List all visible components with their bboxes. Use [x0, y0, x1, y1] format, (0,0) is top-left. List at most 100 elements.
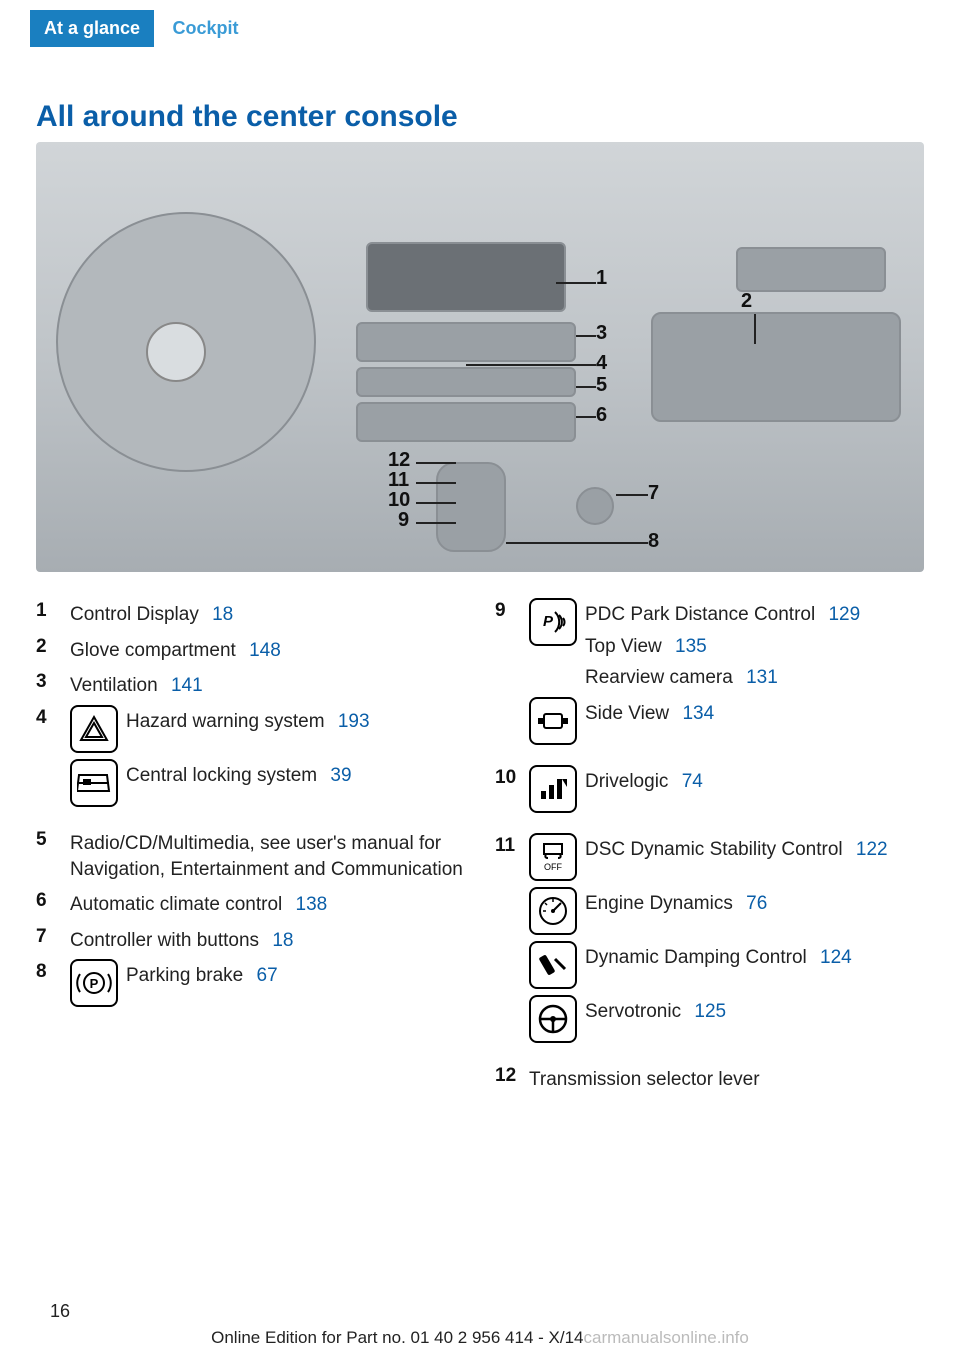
page-ref-link[interactable]: 76 — [746, 893, 767, 914]
legend-text: Control Display 18 — [70, 598, 233, 628]
legend-text: Transmission selector lever — [529, 1063, 760, 1093]
page-ref-link[interactable]: 67 — [257, 965, 278, 986]
damping-control-icon — [529, 941, 577, 989]
page-ref-link[interactable]: 193 — [338, 711, 370, 732]
servotronic-icon — [529, 995, 577, 1043]
page-ref-link[interactable]: 74 — [682, 771, 703, 792]
page-ref-link[interactable]: 122 — [856, 839, 888, 860]
legend-label: Automatic climate control — [70, 894, 282, 915]
callout-12-line — [416, 462, 456, 464]
legend-label: Dynamic Damping Control — [585, 947, 807, 968]
callout-2-line — [754, 314, 756, 344]
legend-label: DSC Dynamic Stability Control — [585, 839, 843, 860]
legend-item-11a: 11 OFF DSC Dynamic Stability Control 122 — [495, 833, 924, 881]
header-bar: At a glance Cockpit — [30, 10, 930, 46]
legend-item-8: 8 P Parking brake 67 — [36, 959, 465, 1007]
legend-label: Servotronic — [585, 1001, 681, 1022]
callout-1-num: 1 — [596, 267, 607, 290]
hazard-warning-icon — [70, 705, 118, 753]
page-ref-link[interactable]: 148 — [249, 640, 281, 661]
legend-num: 8 — [36, 959, 70, 983]
legend-item-4a: 4 Hazard warning system 193 — [36, 705, 465, 753]
callout-10-line — [416, 502, 456, 504]
legend-num: 5 — [36, 827, 70, 851]
callout-9-line — [416, 522, 456, 524]
dsc-off-icon: OFF — [529, 833, 577, 881]
page-ref-link[interactable]: 39 — [330, 765, 351, 786]
legend-label: Drivelogic — [585, 771, 668, 792]
callout-6-line — [576, 416, 596, 418]
legend-label: Parking brake — [126, 965, 243, 986]
svg-text:P: P — [543, 613, 554, 630]
legend-label: Control Display — [70, 604, 199, 625]
legend-num: 1 — [36, 598, 70, 622]
steering-hub-shape — [146, 322, 206, 382]
callout-7-line — [616, 494, 648, 496]
page-ref-link[interactable]: 135 — [675, 636, 707, 657]
legend-label: Glove compartment — [70, 640, 236, 661]
page: At a glance Cockpit All around the cente… — [0, 0, 960, 1362]
callout-3-num: 3 — [596, 322, 607, 345]
watermark-text: carmanualsonline.info — [583, 1328, 748, 1347]
legend-text: Servotronic 125 — [585, 995, 726, 1025]
legend-text: Side View 134 — [585, 697, 714, 727]
parking-brake-icon: P — [70, 959, 118, 1007]
legend-num: 6 — [36, 888, 70, 912]
side-view-icon — [529, 697, 577, 745]
legend-text: Dynamic Damping Control 124 — [585, 941, 852, 971]
page-ref-link[interactable]: 129 — [828, 604, 860, 625]
svg-text:OFF: OFF — [544, 862, 562, 872]
legend-text: Central locking system 39 — [126, 759, 352, 789]
callout-6-num: 6 — [596, 404, 607, 427]
screen-shape — [366, 242, 566, 312]
legend-columns: 1 Control Display 18 2 Glove compartment… — [36, 592, 924, 1282]
legend-num: 12 — [495, 1063, 529, 1087]
legend-item-10: 10 Drivelogic 74 — [495, 765, 924, 813]
legend-num: 10 — [495, 765, 529, 789]
page-number: 16 — [50, 1301, 70, 1322]
legend-label: Top View — [585, 636, 662, 657]
page-title: All around the center console — [36, 100, 924, 134]
page-ref-link[interactable]: 124 — [820, 947, 852, 968]
legend-item-11c: Dynamic Damping Control 124 — [495, 941, 924, 989]
climate-shape — [356, 402, 576, 442]
callout-3-line — [576, 335, 596, 337]
page-ref-link[interactable]: 141 — [171, 675, 203, 696]
legend-label: Transmission selector lever — [529, 1069, 760, 1090]
legend-text: Radio/CD/Multimedia, see user's manual f… — [70, 827, 465, 882]
legend-text: Automatic climate control 138 — [70, 888, 327, 918]
legend-text: Engine Dynamics 76 — [585, 887, 767, 917]
legend-item-4b: Central locking system 39 — [36, 759, 465, 807]
pdc-icon: P — [529, 598, 577, 646]
legend-num: 9 — [495, 598, 529, 622]
callout-2-num: 2 — [741, 290, 752, 313]
shifter-shape — [436, 462, 506, 552]
callout-5-line — [576, 386, 596, 388]
legend-right-col: 9 P PDC Park Distance Control 129 Top Vi… — [495, 592, 924, 1282]
page-ref-link[interactable]: 18 — [212, 604, 233, 625]
legend-item-11d: Servotronic 125 — [495, 995, 924, 1043]
legend-left-col: 1 Control Display 18 2 Glove compartment… — [36, 592, 465, 1282]
page-ref-link[interactable]: 134 — [682, 703, 714, 724]
legend-label: Central locking system — [126, 765, 317, 786]
legend-num: 7 — [36, 924, 70, 948]
callout-5-num: 5 — [596, 374, 607, 397]
controller-shape — [576, 487, 614, 525]
passenger-vent-shape — [736, 247, 886, 292]
legend-num: 3 — [36, 669, 70, 693]
radio-shape — [356, 367, 576, 397]
page-ref-link[interactable]: 138 — [296, 894, 328, 915]
legend-num: 11 — [495, 833, 529, 857]
callout-11-line — [416, 482, 456, 484]
callout-7-num: 7 — [648, 482, 659, 505]
page-ref-link[interactable]: 18 — [272, 930, 293, 951]
legend-item-12: 12 Transmission selector lever — [495, 1063, 924, 1093]
page-ref-link[interactable]: 125 — [694, 1001, 726, 1022]
legend-label: Side View — [585, 703, 669, 724]
callout-9-num: 9 — [398, 509, 409, 532]
legend-item-11b: Engine Dynamics 76 — [495, 887, 924, 935]
legend-item-7: 7 Controller with buttons 18 — [36, 924, 465, 954]
page-ref-link[interactable]: 131 — [746, 667, 778, 688]
legend-text: DSC Dynamic Stability Control 122 — [585, 833, 888, 863]
callout-4-num: 4 — [596, 352, 607, 375]
